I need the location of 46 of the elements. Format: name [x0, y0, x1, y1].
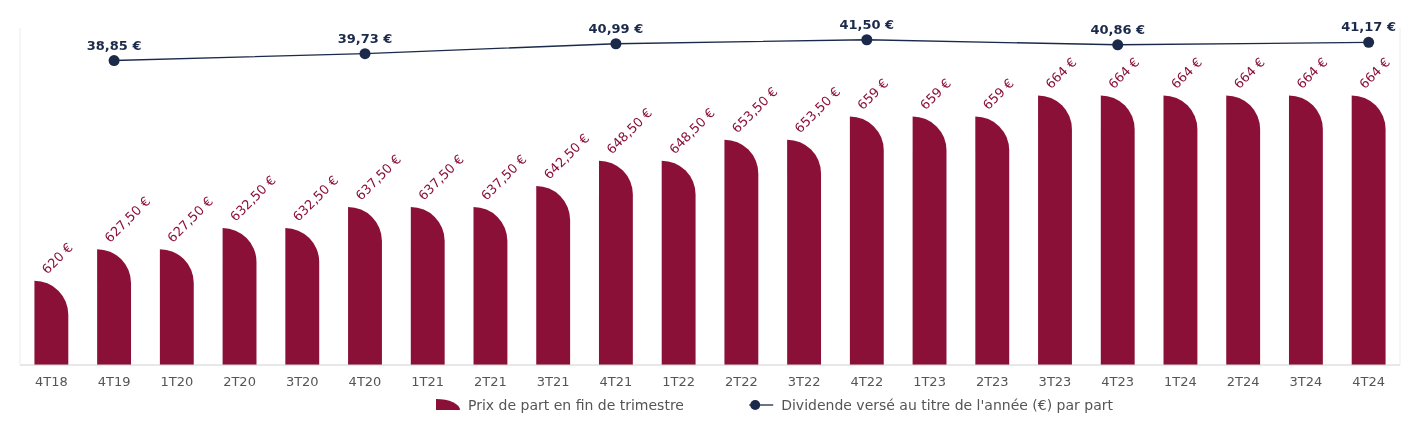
x-tick-label: 2T23	[975, 374, 1009, 389]
data-label: 38,85 €	[86, 37, 142, 53]
data-label: 41,17 €	[1341, 19, 1396, 35]
data-label: 40,99 €	[588, 20, 644, 36]
data-label: 659 €	[917, 75, 954, 113]
x-tick-label: 2T24	[1226, 374, 1260, 389]
data-label: 664 €	[1042, 54, 1080, 92]
x-tick-label: 1T22	[662, 374, 696, 389]
data-label: 659 €	[854, 75, 892, 113]
legend-label: Prix de part en fin de trimestre	[468, 397, 684, 413]
point	[1112, 39, 1124, 51]
x-tick-label: 3T24	[1289, 374, 1323, 389]
x-tick-label: 1T23	[913, 374, 946, 389]
legend-label: Dividende versé au titre de l'année (€) par part	[781, 397, 1114, 413]
x-tick-label: 4T20	[348, 374, 382, 389]
data-label: 664 €	[1230, 54, 1268, 92]
data-label: 659 €	[979, 75, 1017, 113]
data-label: 664 €	[1356, 54, 1394, 92]
x-tick-label: 3T23	[1038, 374, 1072, 389]
point	[1363, 36, 1375, 48]
x-tick-label: 3T20	[285, 374, 319, 389]
data-label: 664 €	[1105, 54, 1143, 92]
x-tick-label: 1T21	[411, 374, 445, 389]
point	[861, 34, 873, 46]
x-tick-label: 2T20	[223, 374, 256, 389]
data-label: 40,86 €	[1090, 21, 1146, 37]
point	[359, 48, 371, 60]
x-tick-label: 3T21	[536, 374, 570, 389]
x-tick-label: 2T21	[474, 374, 507, 389]
x-tick-label: 4T22	[850, 374, 884, 389]
x-tick-label: 2T22	[724, 374, 758, 389]
data-label: 664 €	[1167, 54, 1205, 92]
x-tick-label: 4T18	[34, 374, 68, 389]
point	[108, 55, 120, 67]
data-label: 41,50 €	[839, 16, 895, 32]
x-tick-label: 4T24	[1352, 374, 1386, 389]
x-tick-label: 1T24	[1164, 374, 1197, 389]
x-tick-label: 1T20	[160, 374, 194, 389]
x-tick-label: 4T21	[599, 374, 633, 389]
point	[610, 38, 622, 50]
x-tick-label: 4T19	[97, 374, 131, 389]
data-label: 39,73 €	[337, 30, 393, 46]
data-label: 620 €	[38, 239, 76, 277]
x-tick-label: 4T23	[1101, 374, 1135, 389]
data-label: 664 €	[1293, 54, 1331, 92]
x-tick-label: 3T22	[787, 374, 821, 389]
